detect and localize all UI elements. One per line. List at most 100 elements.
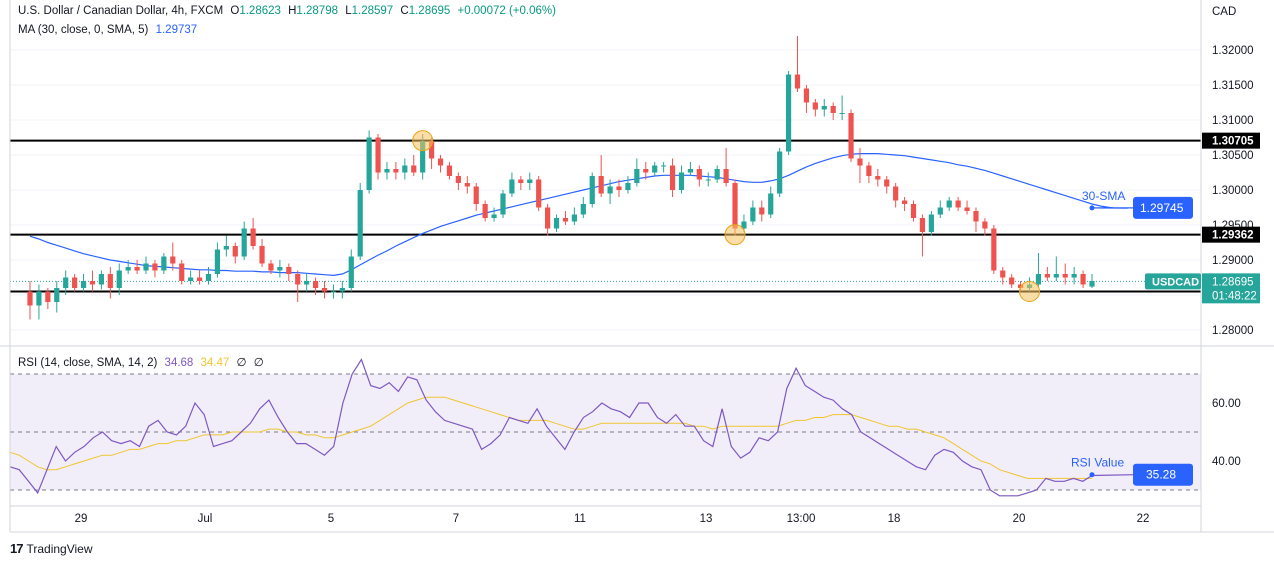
candle-body — [188, 277, 194, 281]
ma-label[interactable]: MA (30, close, 0, SMA, 5) — [18, 24, 149, 36]
symbol-legend[interactable]: U.S. Dollar / Canadian Dollar, 4h, FXCM … — [18, 5, 560, 17]
candle-body — [45, 291, 51, 302]
candle-body — [598, 176, 604, 194]
rsi-annotation: RSI Value — [1071, 456, 1124, 470]
ohlc-low: L1.28597 — [345, 5, 394, 17]
candle-body — [223, 246, 229, 250]
price-change: +0.00072 (+0.06%) — [457, 5, 556, 17]
candle-body — [63, 277, 69, 288]
candle-body — [696, 169, 702, 180]
candle-body — [991, 228, 997, 271]
candle-body — [536, 179, 542, 208]
price-tick-label: 1.30000 — [1212, 185, 1254, 197]
candle-body — [411, 165, 417, 173]
candle-body — [946, 200, 952, 208]
candle-body — [901, 200, 908, 204]
candle-body — [875, 176, 881, 180]
candle-body — [803, 88, 810, 103]
candle-body — [1053, 274, 1059, 278]
candle-body — [321, 288, 328, 292]
price-grid — [10, 49, 1201, 331]
rsi-axis[interactable]: 40.00 60.00 — [1212, 398, 1241, 468]
candle-body — [518, 179, 524, 183]
empty-set-icon: ∅ — [236, 357, 247, 369]
candle-body — [562, 218, 569, 222]
candle-body — [714, 169, 720, 180]
candle-body — [848, 113, 854, 159]
ma-value: 1.29737 — [155, 24, 198, 36]
touch-markers — [412, 130, 1041, 302]
price-tick-label: 1.32000 — [1212, 45, 1254, 57]
candle-body — [616, 186, 622, 190]
candle-body — [250, 228, 256, 246]
candle-body — [402, 165, 408, 173]
candle-body — [295, 274, 301, 285]
candle-body — [366, 137, 372, 190]
candle-body — [1071, 274, 1077, 278]
candle-body — [80, 281, 87, 288]
candle-body — [98, 274, 104, 285]
candle-body — [759, 207, 765, 215]
ma-tag-label: 1.29745 — [1140, 201, 1184, 215]
time-tick-label: 13 — [700, 513, 713, 525]
candle-body — [571, 214, 577, 222]
candle-body — [107, 274, 113, 288]
tradingview-logo-icon: 17 — [10, 541, 24, 556]
candle-body — [348, 256, 354, 288]
candle-body — [777, 151, 783, 194]
rsi-label[interactable]: RSI (14, close, SMA, 14, 2) — [18, 357, 158, 369]
candle-body — [54, 288, 60, 302]
candle-body — [89, 281, 96, 285]
tradingview-footer[interactable]: 17 TradingView — [10, 541, 93, 556]
rsi-value: 34.68 — [164, 357, 194, 369]
candle-body — [687, 169, 694, 173]
candle-body — [661, 165, 667, 167]
time-axis[interactable]: 29 Jul 5 7 11 13 13:00 18 20 22 — [75, 513, 1150, 525]
candle-body — [1009, 277, 1015, 285]
candle-body — [625, 183, 631, 190]
rsi-legend[interactable]: RSI (14, close, SMA, 14, 2) 34.68 34.47 … — [18, 355, 268, 369]
candle-body — [500, 193, 506, 215]
symbol-title[interactable]: U.S. Dollar / Canadian Dollar, 4h, FXCM — [18, 5, 224, 17]
candle-body — [669, 165, 676, 190]
candle-body — [785, 74, 792, 152]
candle-body — [857, 158, 863, 166]
ma-tag — [1133, 196, 1193, 219]
candles — [27, 36, 1095, 320]
candle-body — [420, 141, 426, 173]
candle-body — [607, 186, 613, 194]
ma-legend[interactable]: MA (30, close, 0, SMA, 5) 1.29737 — [18, 24, 201, 36]
rsi-tag-label: 35.28 — [1146, 468, 1176, 482]
candle-body — [553, 218, 560, 229]
current-price-label: 1.28695 — [1212, 276, 1254, 288]
candle-body — [741, 221, 747, 229]
candle-body — [580, 204, 586, 215]
time-tick-label: 22 — [1137, 513, 1150, 525]
candle-body — [928, 214, 934, 232]
candle-body — [839, 113, 845, 114]
brand-name: TradingView — [26, 541, 93, 556]
empty-set-icon-2: ∅ — [253, 357, 264, 369]
candle-body — [277, 267, 283, 271]
ohlc-close: C1.28695 — [400, 5, 451, 17]
candle-body — [1080, 274, 1086, 285]
candle-body — [884, 179, 890, 187]
price-tick-label: 1.28000 — [1212, 325, 1254, 337]
candle-body — [705, 179, 711, 181]
candle-body — [152, 263, 158, 271]
candle-body — [384, 169, 390, 173]
candle-body — [482, 204, 488, 218]
candle-body — [982, 221, 988, 229]
touch-circle-marker — [1019, 281, 1041, 302]
candle-body — [937, 207, 943, 215]
rsi-tick-label: 40.00 — [1212, 456, 1241, 468]
rsi-tick-label: 60.00 — [1212, 398, 1241, 410]
candle-body — [955, 200, 961, 208]
candle-body — [375, 137, 381, 173]
candle-body — [446, 165, 453, 176]
candle-body — [491, 214, 497, 218]
level-tag-label: 1.30705 — [1212, 136, 1254, 148]
candle-body — [652, 165, 658, 173]
candle-body — [116, 270, 122, 288]
